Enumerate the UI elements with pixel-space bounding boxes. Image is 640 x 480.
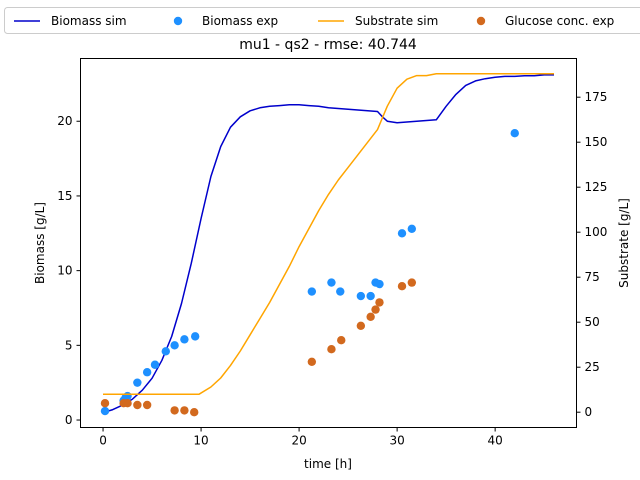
biomass-exp-point bbox=[161, 347, 170, 356]
glucose-conc-exp-point bbox=[371, 305, 380, 314]
glucose-conc-exp-point bbox=[375, 298, 384, 307]
biomass-exp-point bbox=[307, 287, 317, 296]
y-axis-left: 0 5 10 15 20 bbox=[57, 114, 81, 427]
y-tick-label: 0 bbox=[65, 413, 73, 427]
y-tick-label: 15 bbox=[57, 189, 72, 203]
glucose-conc-exp-point bbox=[397, 282, 407, 291]
y-tick-label: 20 bbox=[57, 114, 72, 128]
legend-label: Substrate sim bbox=[355, 14, 438, 28]
biomass-exp-point bbox=[133, 378, 142, 387]
biomass-exp-point bbox=[336, 287, 345, 296]
legend-entry: Glucose conc. exp bbox=[476, 14, 614, 28]
x-tick-label: 0 bbox=[99, 434, 107, 448]
x-tick-label: 20 bbox=[291, 434, 306, 448]
y2-axis-label: Substrate [g/L] bbox=[617, 198, 631, 288]
biomass-sim-line bbox=[102, 74, 554, 414]
y-tick-label: 10 bbox=[57, 264, 72, 278]
y2-tick-label: 75 bbox=[585, 270, 600, 284]
x-tick-label: 10 bbox=[193, 434, 208, 448]
legend-entry: Biomass sim bbox=[14, 14, 127, 28]
biomass-exp-point bbox=[150, 360, 160, 369]
legend-entry: Substrate sim bbox=[318, 14, 438, 28]
y-axis-right: 0 25 50 75 100 125 150 175 bbox=[576, 90, 608, 419]
plot-frame bbox=[80, 58, 577, 428]
legend-entry: Biomass exp bbox=[173, 14, 278, 28]
glucose-conc-exp-point bbox=[307, 357, 317, 366]
biomass-exp-point bbox=[100, 406, 110, 416]
x-axis: 0 10 20 30 40 bbox=[99, 427, 503, 448]
y2-tick-label: 50 bbox=[585, 315, 600, 329]
biomass-exp-point bbox=[366, 291, 375, 301]
biomass-exp-point bbox=[510, 128, 519, 138]
x-axis-label: time [h] bbox=[304, 457, 352, 471]
biomass-exp-point bbox=[142, 368, 152, 377]
chart-title: mu1 - qs2 - rmse: 40.744 bbox=[239, 37, 417, 53]
glucose-conc-exp-point bbox=[407, 278, 417, 287]
legend-swatch-marker bbox=[476, 16, 486, 26]
legend-label: Biomass exp bbox=[202, 14, 278, 28]
legend-label: Glucose conc. exp bbox=[505, 14, 614, 28]
glucose-conc-exp-point bbox=[133, 400, 142, 410]
x-tick-label: 40 bbox=[487, 434, 502, 448]
glucose-conc-exp-point bbox=[123, 399, 132, 408]
y2-tick-label: 175 bbox=[585, 90, 608, 104]
legend-label: Biomass sim bbox=[51, 14, 127, 28]
glucose-conc-exp-point bbox=[170, 406, 179, 415]
biomass-exp-point bbox=[407, 224, 417, 234]
biomass-exp-point bbox=[180, 335, 189, 344]
y-axis-label: Biomass [g/L] bbox=[33, 202, 47, 284]
glucose-conc-exp-point bbox=[142, 400, 152, 410]
biomass-exp-point bbox=[356, 291, 366, 301]
legend-swatch-marker bbox=[173, 16, 183, 26]
glucose-conc-exp-point bbox=[337, 336, 346, 345]
glucose-conc-exp-point bbox=[100, 399, 110, 408]
glucose-conc-exp-point bbox=[180, 406, 189, 415]
y2-tick-label: 150 bbox=[585, 135, 608, 149]
y2-tick-label: 25 bbox=[585, 360, 600, 374]
y2-tick-label: 125 bbox=[585, 180, 608, 194]
glucose-conc-exp-point bbox=[366, 312, 375, 321]
substrate-sim-line bbox=[103, 73, 554, 395]
biomass-exp-point bbox=[170, 341, 179, 350]
biomass-exp-point bbox=[190, 332, 200, 341]
y2-tick-label: 0 bbox=[585, 405, 593, 419]
glucose-conc-exp-point bbox=[356, 321, 366, 330]
biomass-exp-point bbox=[327, 278, 336, 287]
x-tick-label: 30 bbox=[389, 434, 404, 448]
y2-tick-label: 100 bbox=[585, 225, 608, 239]
biomass-exp-point bbox=[397, 229, 407, 238]
biomass-exp-point bbox=[375, 279, 384, 289]
plot-area bbox=[100, 73, 554, 417]
glucose-conc-exp-point bbox=[327, 345, 336, 354]
glucose-conc-exp-point bbox=[190, 408, 199, 417]
y-tick-label: 5 bbox=[65, 338, 73, 352]
legend: Biomass sim Biomass exp Substrate sim Gluco… bbox=[4, 7, 640, 34]
